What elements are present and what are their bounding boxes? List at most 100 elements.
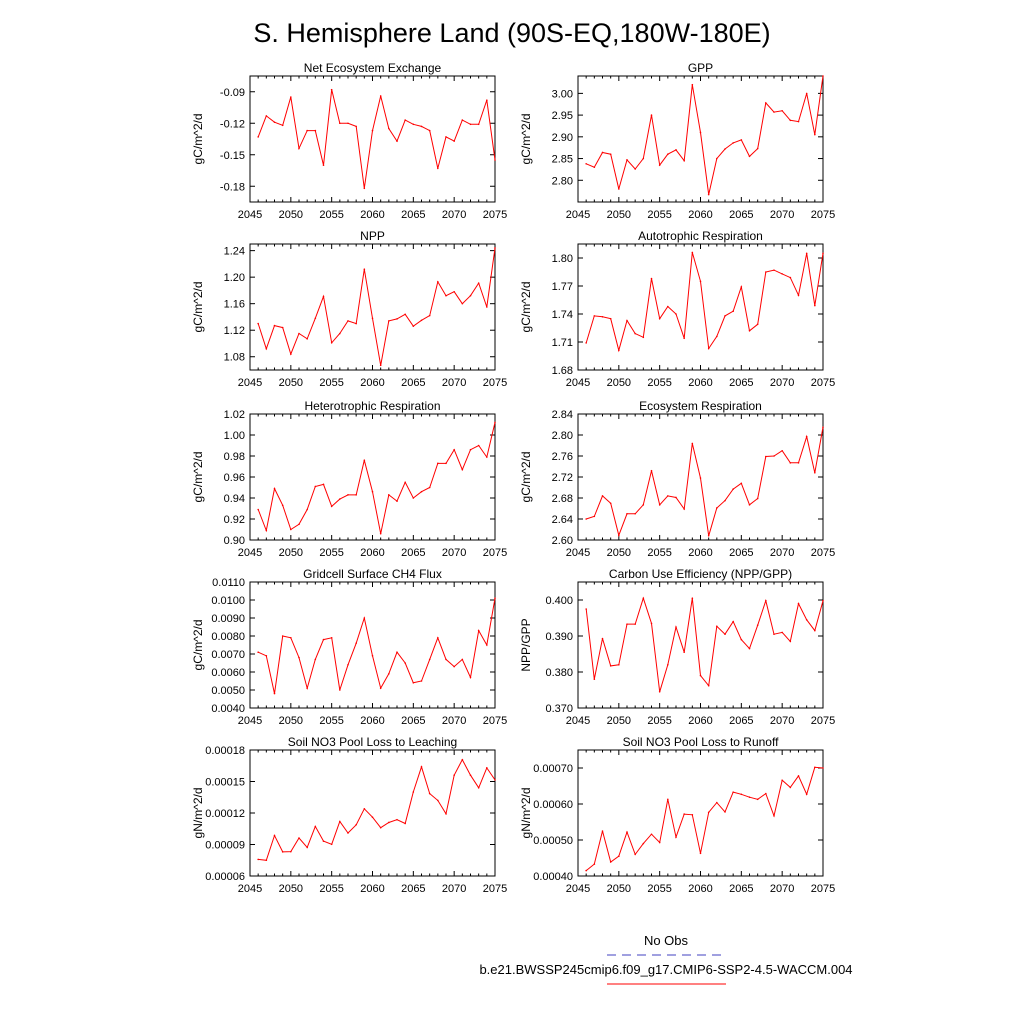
data-point [667, 305, 669, 308]
x-tick-label: 2075 [483, 883, 507, 895]
data-point [265, 115, 268, 117]
x-tick-label: 2065 [729, 547, 753, 559]
data-point [298, 656, 300, 659]
data-point [355, 823, 357, 826]
data-point [322, 295, 325, 298]
data-point [789, 276, 792, 279]
data-point [461, 302, 464, 305]
y-tick-label: 2.68 [552, 493, 573, 505]
x-tick-label: 2050 [279, 715, 303, 727]
x-tick-label: 2050 [279, 547, 303, 559]
data-point [789, 462, 792, 464]
data-point [404, 119, 406, 121]
data-point [789, 786, 792, 789]
data-point [469, 676, 472, 679]
data-point [822, 75, 824, 77]
data-point [494, 247, 496, 249]
data-point [765, 599, 767, 602]
data-point [642, 157, 645, 160]
x-tick-label: 2050 [607, 883, 631, 895]
data-point [257, 136, 259, 138]
x-tick-label: 2045 [238, 547, 262, 559]
data-point [322, 840, 325, 842]
data-point [585, 608, 587, 610]
data-point [314, 825, 317, 828]
series-line [257, 598, 496, 694]
data-point [707, 811, 710, 814]
x-tick-label: 2050 [279, 377, 303, 389]
data-point [691, 251, 694, 254]
data-point [396, 651, 398, 653]
data-point [477, 629, 480, 632]
data-point [675, 836, 677, 838]
data-point [814, 629, 816, 632]
y-tick-label: 0.0100 [211, 595, 245, 607]
data-point [814, 766, 816, 769]
data-point [650, 833, 653, 836]
data-point [650, 277, 653, 280]
y-axis-label: gC/m^2/d [191, 114, 205, 165]
data-point [388, 127, 390, 130]
data-point [445, 658, 447, 661]
x-tick-label: 2050 [607, 209, 631, 221]
data-point [290, 353, 292, 355]
x-tick-label: 2065 [401, 715, 425, 727]
data-point [404, 313, 406, 316]
chart-title: Soil NO3 Pool Loss to Runoff [623, 735, 780, 749]
data-point [371, 490, 374, 493]
x-tick-label: 2075 [811, 883, 835, 895]
y-tick-label: 2.95 [552, 110, 573, 122]
data-point [273, 692, 276, 695]
data-point [609, 502, 612, 505]
data-point [765, 102, 767, 104]
x-tick-label: 2050 [279, 883, 303, 895]
x-tick-label: 2050 [607, 377, 631, 389]
data-point [412, 682, 415, 684]
x-tick-label: 2045 [238, 883, 262, 895]
data-point [740, 139, 743, 141]
data-point [379, 364, 382, 367]
data-point [281, 635, 284, 637]
data-point [257, 322, 259, 325]
data-point [634, 168, 636, 170]
x-tick-label: 2075 [483, 547, 507, 559]
data-point [453, 140, 455, 142]
data-point [634, 853, 636, 856]
series-line [258, 758, 496, 861]
data-point [618, 349, 620, 352]
y-tick-label: 1.80 [552, 253, 573, 265]
y-tick-label: 0.00060 [533, 799, 573, 811]
data-point [257, 508, 259, 511]
chart-panel-8: Soil NO3 Pool Loss to Leaching gN/m^2/d 20… [191, 735, 507, 895]
series-line [585, 596, 824, 692]
plot-frame [249, 243, 496, 371]
data-point [486, 99, 488, 101]
data-point [683, 337, 685, 340]
data-point [428, 314, 431, 317]
data-point [273, 324, 276, 327]
data-point [494, 159, 496, 161]
data-point [461, 119, 464, 121]
data-point [765, 792, 767, 795]
data-point [634, 512, 636, 515]
data-point [477, 282, 480, 284]
data-point [322, 164, 325, 167]
data-point [773, 111, 775, 113]
data-point [290, 528, 292, 531]
data-point [732, 620, 734, 623]
data-point [347, 320, 349, 322]
x-tick-label: 2070 [770, 883, 794, 895]
x-tick-label: 2055 [647, 883, 671, 895]
data-point [683, 508, 685, 510]
chart-title: Gridcell Surface CH4 Flux [303, 567, 442, 581]
y-tick-label: 0.0050 [211, 685, 245, 697]
x-tick-label: 2060 [360, 715, 384, 727]
y-tick-label: 0.00040 [533, 871, 573, 883]
y-tick-label: 0.370 [545, 703, 573, 715]
data-point [593, 863, 596, 865]
data-point [330, 88, 333, 91]
y-tick-label: 2.76 [552, 451, 573, 463]
x-tick-label: 2050 [279, 209, 303, 221]
data-point [585, 518, 587, 520]
data-point [781, 779, 783, 782]
